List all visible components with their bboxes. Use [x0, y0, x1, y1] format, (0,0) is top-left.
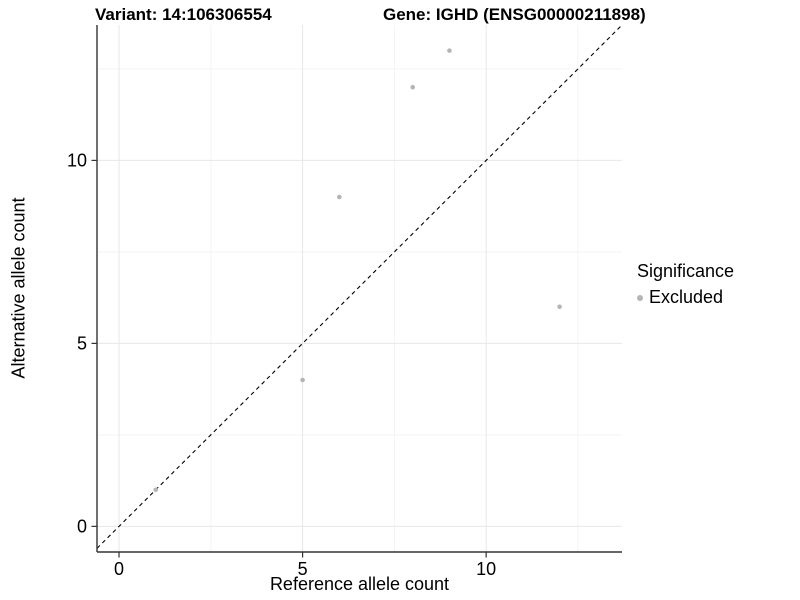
y-tick-label: 0: [77, 516, 87, 536]
x-axis-title: Reference allele count: [269, 574, 450, 594]
data-point: [557, 304, 562, 310]
legend: Significance Excluded: [637, 261, 734, 308]
legend-point-icon: [637, 294, 643, 301]
x-tick-label: 10: [476, 559, 496, 579]
x-tick-label: 5: [298, 559, 308, 579]
legend-title: Significance: [637, 261, 735, 281]
data-point: [410, 84, 416, 90]
y-axis-title: Alternative allele count: [8, 197, 29, 379]
plot-title-variant: Variant: 14:106306554: [95, 5, 272, 24]
legend-item-label: Excluded: [649, 287, 724, 307]
plot-title-gene: Gene: IGHD (ENSG00000211898): [383, 5, 646, 24]
data-point: [447, 48, 452, 53]
data-point: [300, 377, 305, 383]
identity-dashed-line: [96, 24, 623, 549]
y-tick-label: 10: [67, 150, 87, 170]
data-point: [337, 194, 342, 200]
x-tick-label: 0: [114, 559, 124, 579]
legend-item-excluded: Excluded: [637, 287, 734, 308]
y-tick-label: 5: [77, 333, 87, 353]
data-point: [153, 487, 159, 493]
